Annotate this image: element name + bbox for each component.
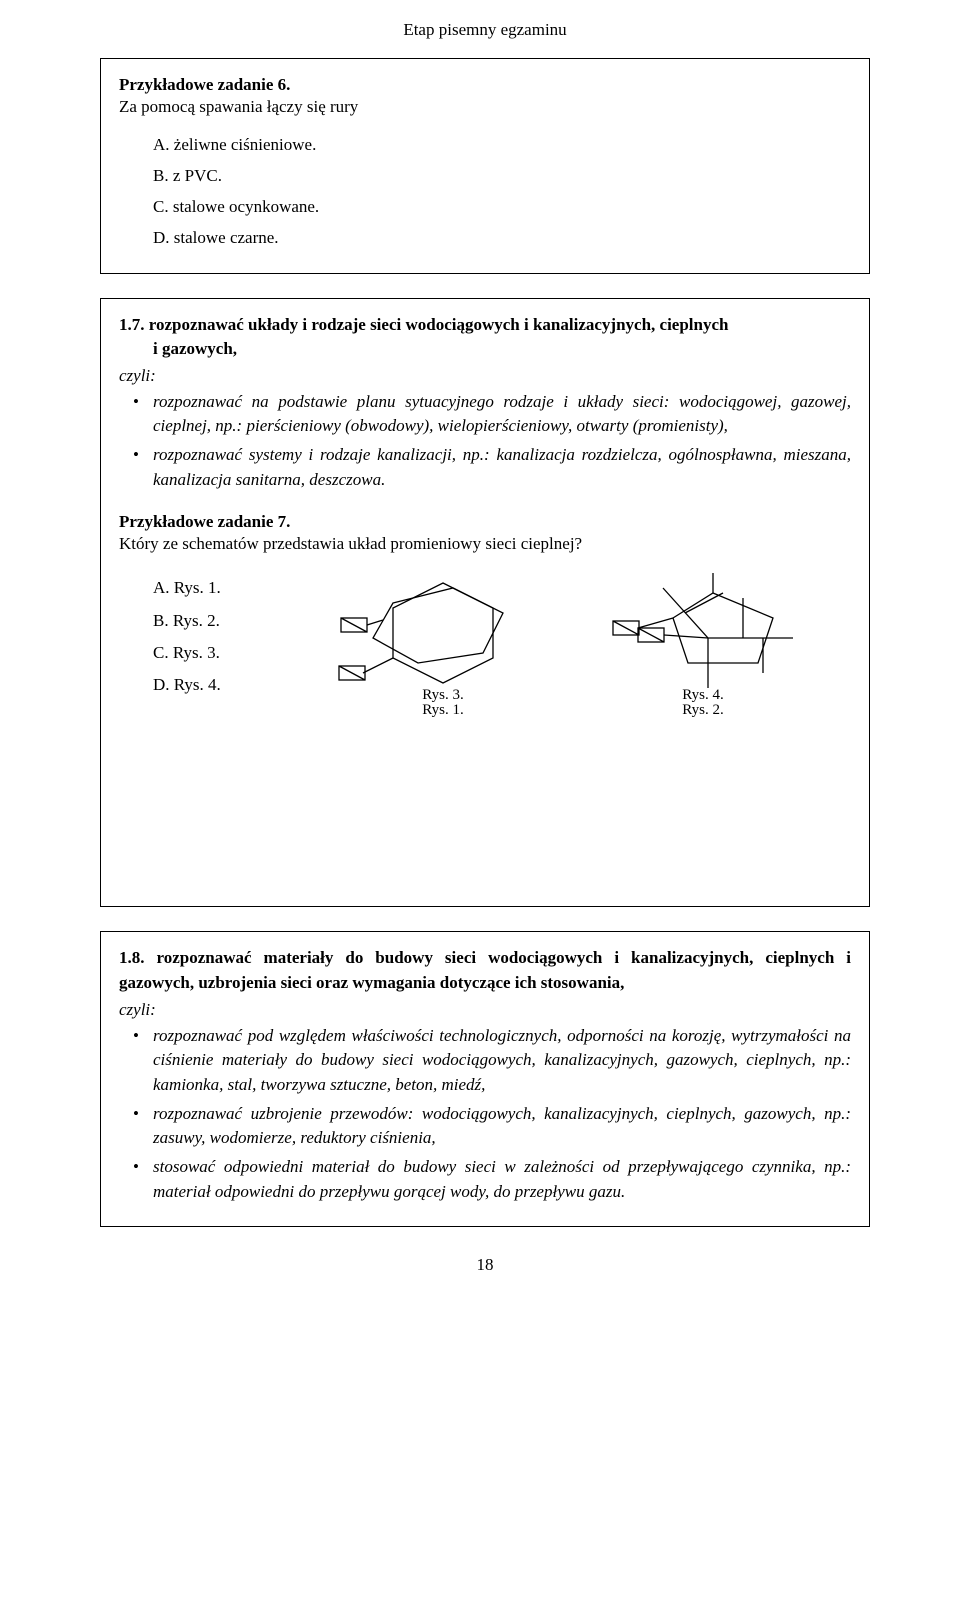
spec18-bullet-2: rozpoznawać uzbrojenie przewodów: wodoci… [119, 1102, 851, 1151]
spec17-bullet-1: rozpoznawać na podstawie planu sytuacyjn… [119, 390, 851, 439]
spec17-bullets: rozpoznawać na podstawie planu sytuacyjn… [119, 390, 851, 493]
figure-caption-rys2: Rys. 2. [593, 702, 813, 719]
task7-option-d: D. Rys. 4. [153, 669, 293, 701]
task7-option-c: C. Rys. 3. [153, 637, 293, 669]
spec18-czyli: czyli: [119, 1000, 851, 1020]
spec18-bullet-3: stosować odpowiedni materiał do budowy s… [119, 1155, 851, 1204]
task6-heading: Przykładowe zadanie 6. [119, 75, 851, 95]
task7-options: A. Rys. 1. B. Rys. 2. C. Rys. 3. D. Rys.… [153, 572, 293, 701]
page-header: Etap pisemny egzaminu [100, 20, 870, 40]
figures-area: Rys. 1. [293, 568, 851, 888]
figure-rys4 [593, 568, 813, 683]
task6-option-b: B. z PVC. [153, 162, 851, 191]
figure-caption-rys3: Rys. 3. [333, 687, 553, 704]
task6-option-d: D. stalowe czarne. [153, 224, 851, 253]
spec18-bullet-1: rozpoznawać pod względem właściwości tec… [119, 1024, 851, 1098]
spec17-lead: 1.7. rozpoznawać układy i rodzaje sieci … [119, 313, 851, 362]
task7-heading: Przykładowe zadanie 7. [119, 512, 851, 532]
spec17-lead-b: i gazowych, [119, 337, 237, 362]
spec17-bullet-2: rozpoznawać systemy i rodzaje kanalizacj… [119, 443, 851, 492]
spec17-task7-box: 1.7. rozpoznawać układy i rodzaje sieci … [100, 298, 870, 908]
task7-option-b: B. Rys. 2. [153, 605, 293, 637]
task6-box: Przykładowe zadanie 6. Za pomocą spawani… [100, 58, 870, 274]
spec17-lead-a: 1.7. rozpoznawać układy i rodzaje sieci … [119, 315, 728, 334]
task7-subheading: Który ze schematów przedstawia układ pro… [119, 534, 851, 554]
spec17-czyli: czyli: [119, 366, 851, 386]
task7-option-a: A. Rys. 1. [153, 572, 293, 604]
spec18-box: 1.8. rozpoznawać materiały do budowy sie… [100, 931, 870, 1227]
figure-caption-rys4: Rys. 4. [593, 687, 813, 704]
task6-option-c: C. stalowe ocynkowane. [153, 193, 851, 222]
spec18-bullets: rozpoznawać pod względem właściwości tec… [119, 1024, 851, 1204]
task6-subheading: Za pomocą spawania łączy się rury [119, 97, 851, 117]
spec18-lead: 1.8. rozpoznawać materiały do budowy sie… [119, 946, 851, 995]
task6-options: A. żeliwne ciśnieniowe. B. z PVC. C. sta… [153, 131, 851, 253]
figure-caption-rys1: Rys. 1. [333, 702, 553, 719]
figure-rys3 [333, 568, 553, 683]
page-number: 18 [100, 1255, 870, 1275]
task6-option-a: A. żeliwne ciśnieniowe. [153, 131, 851, 160]
